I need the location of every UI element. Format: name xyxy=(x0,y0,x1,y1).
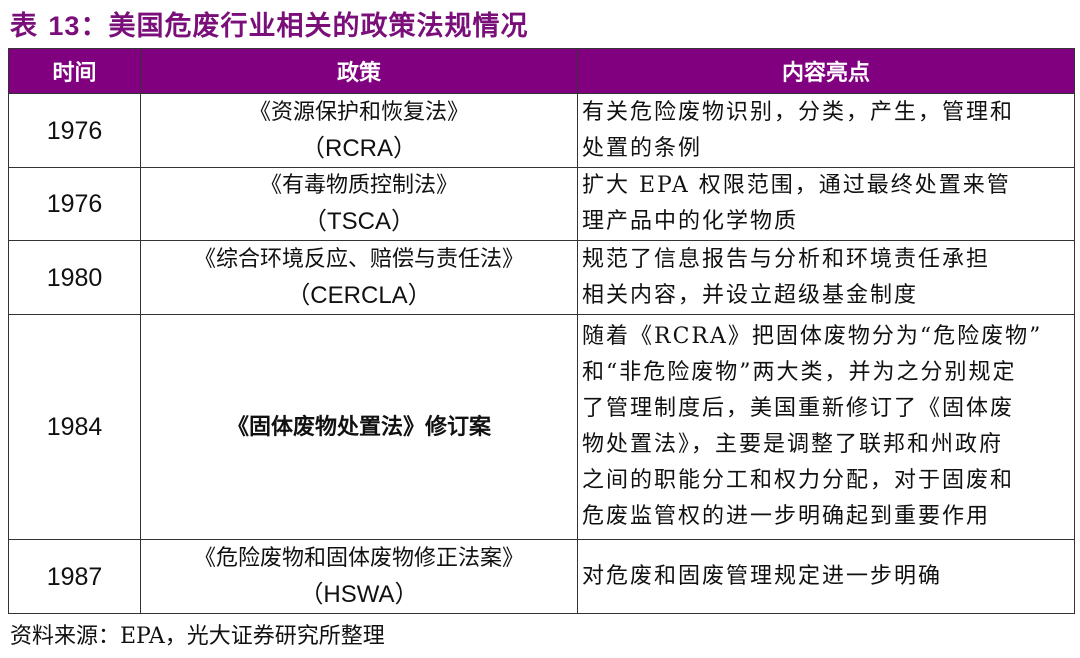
header-row: 时间 政策 内容亮点 xyxy=(8,48,1075,94)
policy-cell: 《危险废物和固体废物修正法案》 （HSWA） xyxy=(140,539,578,614)
content-line: 物处置法》，主要是调整了联邦和州政府 xyxy=(582,432,1004,457)
policy-cell: 《固体废物处置法》修订案 xyxy=(140,314,578,540)
year-cell: 1976 xyxy=(8,93,141,168)
content-cell: 随着《RCRA》把固体废物分为“危险废物” 和“非危险废物”两大类，并为之分别规定… xyxy=(577,314,1075,540)
content-line: 扩大 EPA 权限范围，通过最终处置来管 xyxy=(582,173,1011,198)
table-row: 1980 《综合环境反应、赔偿与责任法》 （CERCLA） 规范了信息报告与分析和环境… xyxy=(8,240,1075,315)
content-line: 相关内容，并设立超级基金制度 xyxy=(582,282,919,308)
content-line: 危废监管权的进一步明确起到重要作用 xyxy=(582,504,991,529)
policy-name: 《危险废物和固体废物修正法案》 xyxy=(193,545,524,571)
policy-cell: 《资源保护和恢复法》 （RCRA） xyxy=(140,93,578,168)
content-line: 随着《RCRA》把固体废物分为“危险废物” xyxy=(582,324,1043,349)
table-row: 1987 《危险废物和固体废物修正法案》 （HSWA） 对危废和固废管理规定进一步明确 xyxy=(8,539,1075,614)
policy-name: 《有毒物质控制法》 xyxy=(259,173,458,198)
policy-abbr: （RCRA） xyxy=(300,134,417,162)
content-line: 规范了信息报告与分析和环境责任承担 xyxy=(582,246,991,272)
content-line: 理产品中的化学物质 xyxy=(582,209,799,234)
content-cell: 对危废和固废管理规定进一步明确 xyxy=(577,539,1075,614)
year-cell: 1984 xyxy=(8,314,141,540)
policy-cell: 《综合环境反应、赔偿与责任法》 （CERCLA） xyxy=(140,240,578,315)
year-cell: 1987 xyxy=(8,539,141,614)
policy-table: 时间 政策 内容亮点 1976 《资源保护和恢复法》 （RCRA） 有关危险废物识别，… xyxy=(8,48,1075,614)
table-number: 13 xyxy=(48,11,81,41)
content-cell: 扩大 EPA 权限范围，通过最终处置来管 理产品中的化学物质 xyxy=(577,167,1075,241)
header-time: 时间 xyxy=(8,48,141,94)
source-note: 资料来源：EPA，光大证券研究所整理 xyxy=(10,624,385,649)
policy-cell: 《有毒物质控制法》 （TSCA） xyxy=(140,167,578,241)
content-line: 和“非危险废物”两大类，并为之分别规定 xyxy=(582,360,1017,385)
table-row: 1976 《资源保护和恢复法》 （RCRA） 有关危险废物识别，分类，产生，管理和 处置… xyxy=(8,93,1075,168)
content-line: 有关危险废物识别，分类，产生，管理和 xyxy=(582,99,1015,125)
content-line: 对危废和固废管理规定进一步明确 xyxy=(582,563,943,589)
policy-name: 《综合环境反应、赔偿与责任法》 xyxy=(193,246,524,272)
policy-abbr: （HSWA） xyxy=(299,580,419,608)
content-cell: 规范了信息报告与分析和环境责任承担 相关内容，并设立超级基金制度 xyxy=(577,240,1075,315)
header-content: 内容亮点 xyxy=(577,48,1075,94)
year-cell: 1976 xyxy=(8,167,141,241)
content-line: 处置的条例 xyxy=(582,135,703,161)
policy-name: 《资源保护和恢复法》 xyxy=(248,99,469,125)
table-row: 1984 《固体废物处置法》修订案 随着《RCRA》把固体废物分为“危险废物” 和“非… xyxy=(8,314,1075,540)
content-line: 了管理制度后，美国重新修订了《固体废 xyxy=(582,396,1015,421)
title-prefix: 表 xyxy=(10,11,49,42)
content-line: 之间的职能分工和权力分配，对于固废和 xyxy=(582,468,1015,493)
title-text: ：美国危废行业相关的政策法规情况 xyxy=(80,11,529,42)
policy-abbr: （TSCA） xyxy=(302,208,415,235)
header-policy: 政策 xyxy=(140,48,578,94)
content-cell: 有关危险废物识别，分类，产生，管理和 处置的条例 xyxy=(577,93,1075,168)
policy-name: 《固体废物处置法》修订案 xyxy=(226,414,491,440)
year-cell: 1980 xyxy=(8,240,141,315)
table-title: 表 13：美国危废行业相关的政策法规情况 xyxy=(10,4,528,43)
table-row: 1976 《有毒物质控制法》 （TSCA） 扩大 EPA 权限范围，通过最终处置来管理… xyxy=(8,167,1075,241)
policy-abbr: （CERCLA） xyxy=(286,281,432,309)
